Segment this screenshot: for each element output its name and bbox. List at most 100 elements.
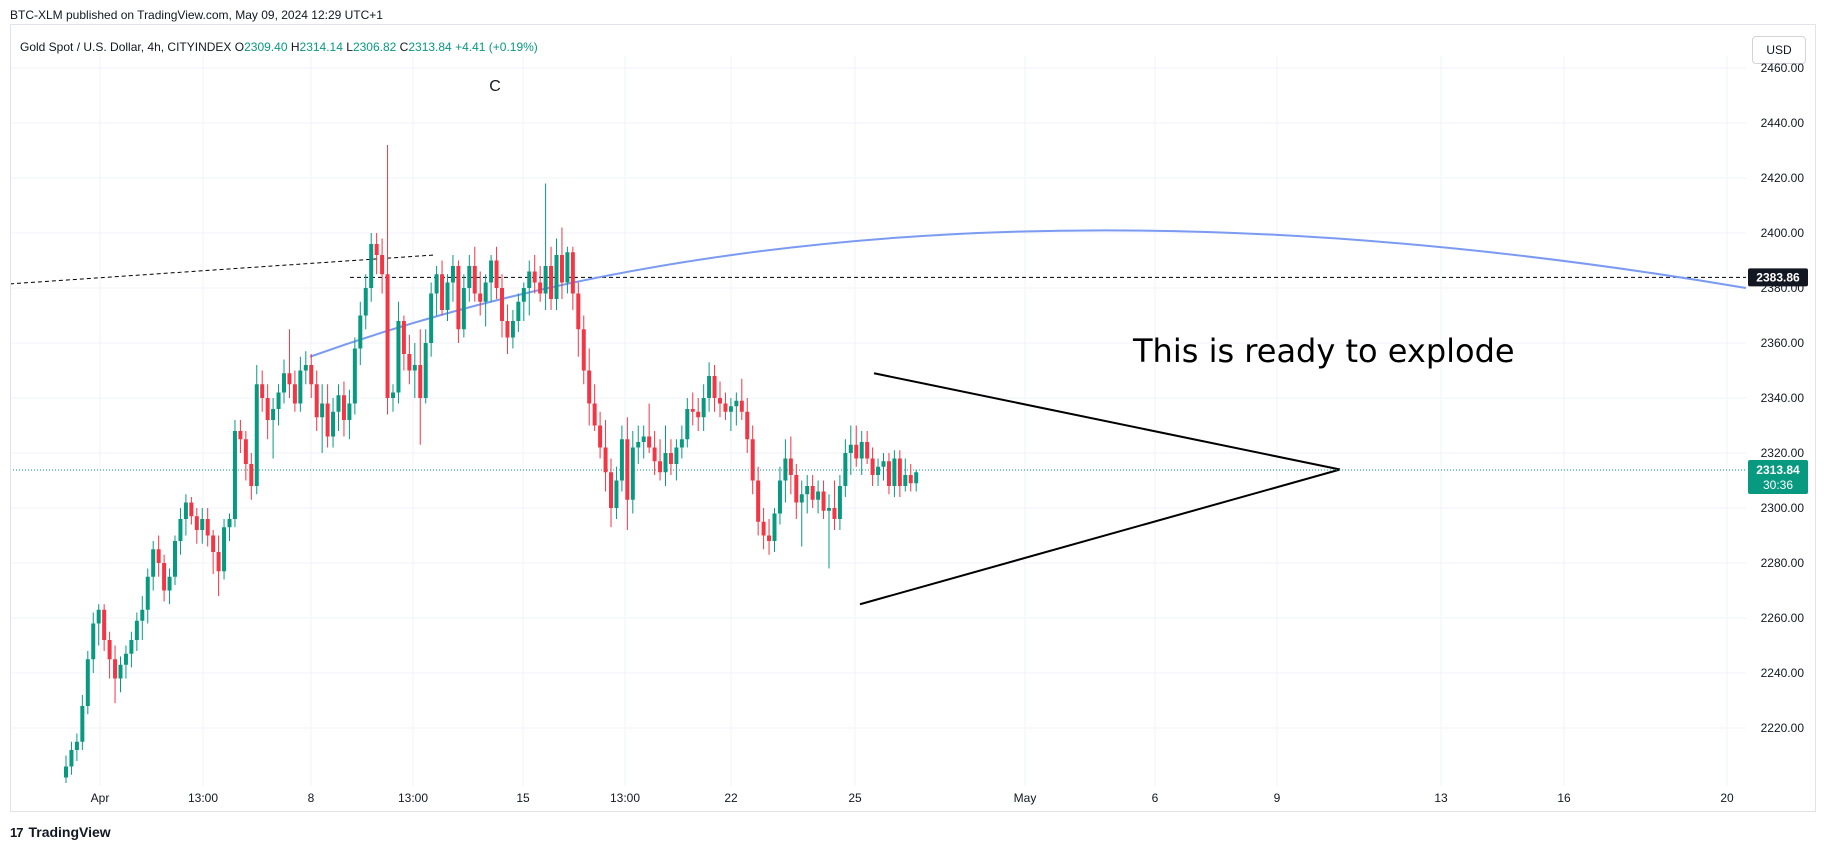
candle-body — [309, 365, 314, 385]
candle-body — [331, 411, 336, 437]
candle-body — [260, 384, 265, 398]
candle — [663, 425, 668, 486]
high-value: 2314.14 — [299, 40, 343, 54]
triangle-upper-line — [873, 372, 1341, 471]
candle-body — [609, 472, 613, 508]
candle-body — [521, 288, 526, 302]
candle — [756, 466, 761, 536]
candle-body — [500, 288, 504, 321]
change-value: +4.41 (+0.19%) — [455, 40, 538, 54]
candle — [630, 431, 635, 514]
candle — [450, 255, 455, 302]
candle — [276, 384, 281, 426]
tradingview-brand: TradingView — [28, 824, 111, 840]
candle-body — [129, 640, 134, 654]
candle — [668, 439, 673, 475]
candle-body — [554, 255, 559, 299]
open-value: 2309.40 — [244, 40, 288, 54]
candle-body — [450, 266, 455, 283]
candle — [532, 255, 537, 294]
candle — [734, 392, 739, 426]
time-axis: Apr 13:00 8 13:00 15 13:00 22 25 May 6 9 13 16 20 — [91, 791, 1734, 805]
candle — [810, 475, 815, 508]
candle-body — [282, 373, 286, 393]
time-tick-label: 13:00 — [398, 791, 428, 805]
candle-body — [167, 576, 172, 591]
candle-body — [107, 640, 112, 660]
candle-body — [423, 343, 428, 398]
candle-body — [821, 491, 826, 511]
candle-body — [690, 409, 695, 412]
candle-body — [788, 458, 793, 475]
candle — [614, 466, 619, 519]
price-tick-label: 2280.00 — [1761, 556, 1805, 570]
candle — [494, 246, 499, 299]
candle — [892, 450, 897, 497]
candle — [641, 425, 646, 459]
candle — [554, 238, 559, 310]
candle — [805, 475, 810, 514]
candle — [576, 282, 581, 357]
candle — [652, 431, 657, 475]
tradingview-logo[interactable]: 17 TradingView — [10, 824, 111, 840]
candle — [292, 370, 297, 412]
candle — [189, 497, 194, 525]
candle-body — [756, 480, 761, 522]
candle-body — [162, 563, 167, 591]
candle — [886, 453, 891, 495]
candle-body — [80, 706, 85, 742]
candle — [559, 227, 564, 299]
candle-body — [472, 266, 477, 294]
candle — [287, 329, 292, 398]
time-tick-label: 13:00 — [610, 791, 640, 805]
candle-body — [870, 458, 875, 475]
candle-body — [434, 274, 439, 294]
symbol-title[interactable]: Gold Spot / U.S. Dollar, 4h, CITYINDEX — [20, 40, 232, 54]
candle — [707, 362, 712, 412]
chart-grid — [10, 56, 1746, 786]
publisher-line: BTC-XLM published on TradingView.com, Ma… — [10, 8, 383, 22]
candle-body — [559, 255, 564, 283]
level-price-badge — [1748, 268, 1808, 287]
candle — [837, 475, 842, 530]
candle — [510, 310, 515, 349]
candle — [173, 535, 177, 585]
candle-body — [151, 549, 156, 577]
candle — [298, 356, 303, 412]
candle-body — [429, 293, 434, 343]
candle — [832, 480, 837, 530]
candle — [647, 403, 652, 453]
candle-body — [483, 282, 488, 302]
candle-body — [347, 403, 352, 420]
candle — [712, 365, 717, 412]
candle-body — [118, 664, 123, 679]
candle — [685, 398, 690, 448]
candle — [391, 384, 395, 412]
time-tick-label: 6 — [1152, 791, 1159, 805]
currency-button[interactable]: USD — [1752, 36, 1806, 64]
candle — [407, 334, 412, 385]
candle — [750, 425, 755, 495]
candle — [723, 392, 728, 420]
time-tick-label: 13:00 — [188, 791, 218, 805]
candle-body — [827, 508, 831, 511]
last-price-badge — [1748, 459, 1808, 494]
candle-body — [254, 384, 259, 486]
candle-body — [543, 266, 548, 294]
candle-body — [750, 439, 755, 481]
candle-body — [843, 453, 848, 486]
time-tick-label: 13 — [1434, 791, 1448, 805]
candle-body — [641, 436, 646, 442]
candle — [816, 480, 821, 514]
candle — [799, 480, 804, 547]
candle — [183, 494, 188, 536]
candle-body — [418, 365, 423, 398]
candle-body — [113, 659, 118, 679]
dashed-sloped-line — [9, 254, 435, 285]
candle-body — [696, 411, 701, 418]
candle-body — [712, 376, 717, 398]
candle — [538, 266, 543, 302]
candle-body — [478, 293, 483, 302]
candle — [211, 530, 216, 574]
